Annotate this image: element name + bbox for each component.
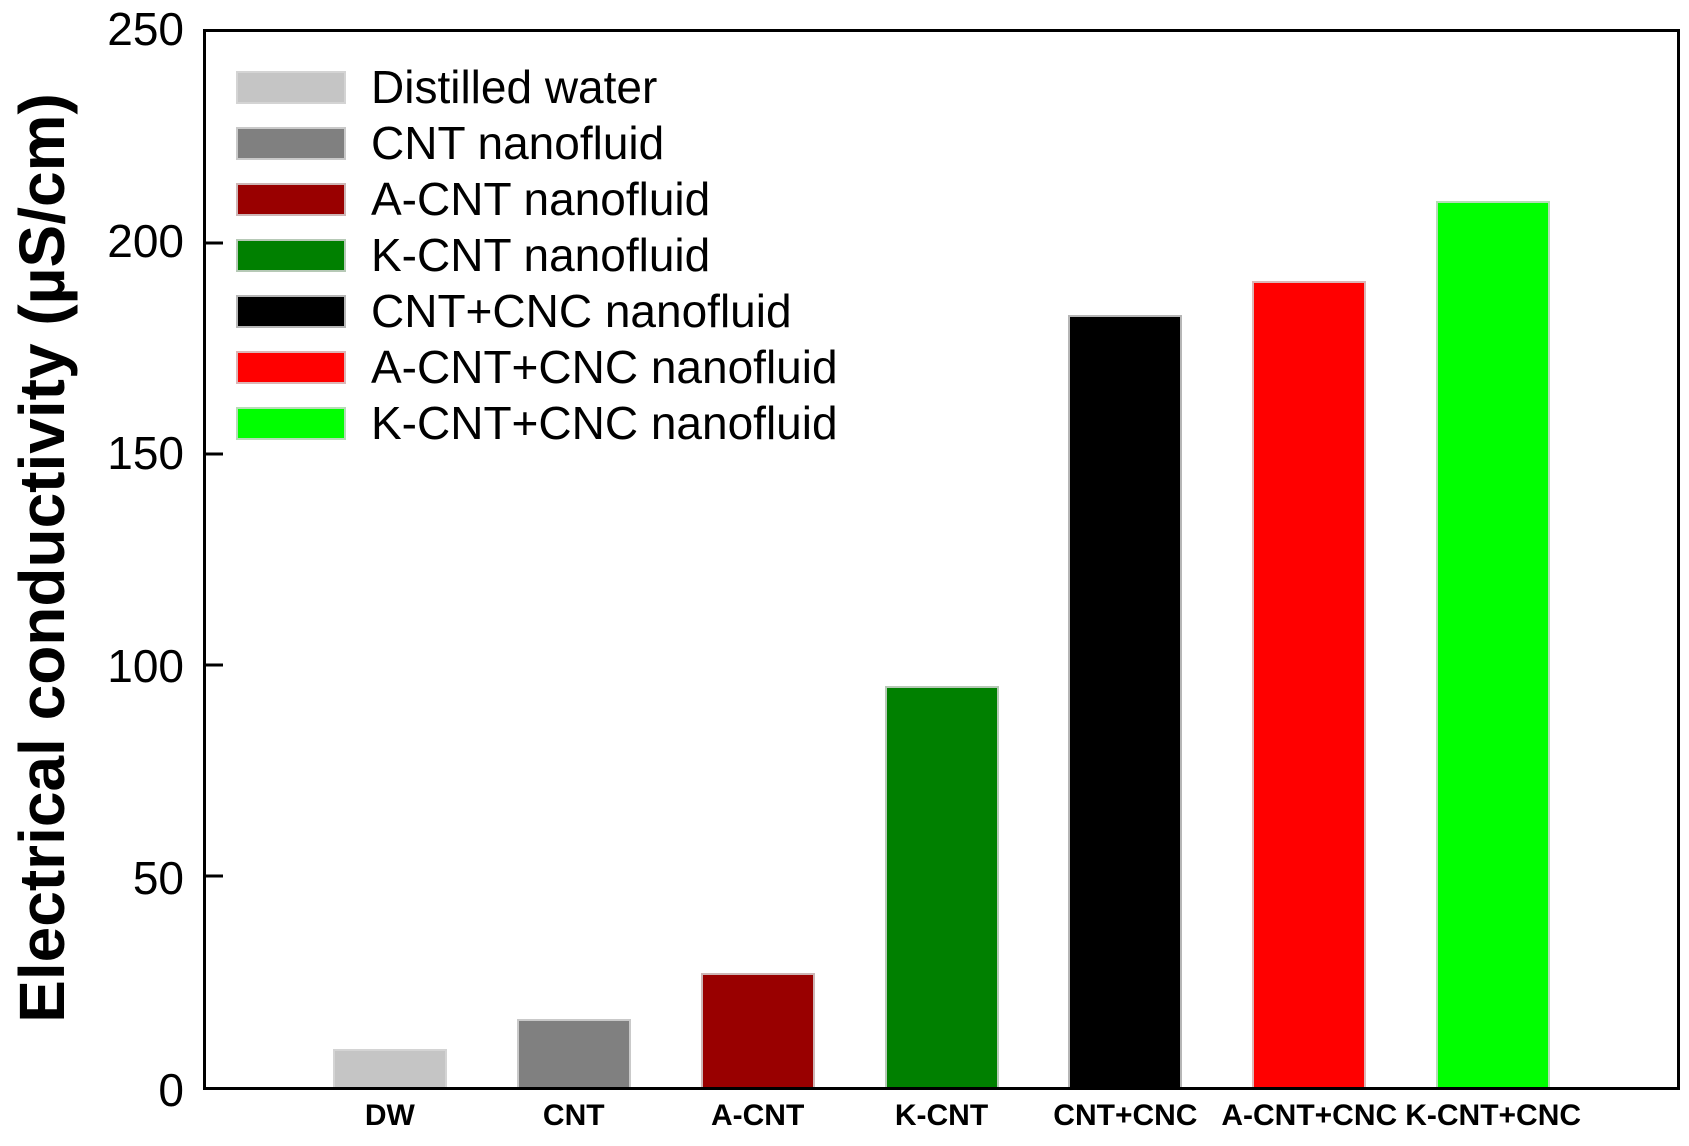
y-tick-mark-150 — [206, 452, 223, 456]
legend-label: A-CNT+CNC nanofluid — [371, 340, 838, 393]
plot-inner: Distilled water CNT nanofluid A-CNT nanofl… — [206, 32, 1677, 1087]
legend: Distilled water CNT nanofluid A-CNT nanofl… — [236, 64, 838, 463]
legend-swatch — [236, 239, 346, 272]
y-axis-tick-labels: 0 50 100 150 200 250 — [0, 6, 192, 1113]
bar-K-CNT — [884, 686, 999, 1087]
legend-swatch — [236, 295, 346, 328]
y-tick-mark-200 — [206, 241, 223, 245]
bar-CNT+CNC — [1068, 314, 1183, 1087]
bar-DW — [332, 1049, 447, 1087]
legend-label: K-CNT nanofluid — [371, 228, 711, 281]
legend-label: CNT nanofluid — [371, 116, 665, 169]
legend-label: Distilled water — [371, 60, 658, 113]
legend-swatch — [236, 71, 346, 104]
legend-row: CNT nanofluid — [236, 120, 838, 166]
legend-row: K-CNT+CNC nanofluid — [236, 400, 838, 446]
x-label-CNT+CNC: CNT+CNC — [1053, 1099, 1198, 1132]
x-label-CNT: CNT — [542, 1099, 605, 1132]
x-label-K-CNT+CNC: K-CNT+CNC — [1405, 1099, 1582, 1132]
legend-swatch — [236, 127, 346, 160]
y-tick-mark-100 — [206, 663, 223, 667]
legend-label: K-CNT+CNC nanofluid — [371, 396, 838, 449]
x-label-A-CNT+CNC: A-CNT+CNC — [1221, 1099, 1398, 1132]
legend-row: CNT+CNC nanofluid — [236, 288, 838, 334]
bar-A-CNT — [700, 973, 815, 1087]
legend-swatch — [236, 183, 346, 216]
legend-row: A-CNT+CNC nanofluid — [236, 344, 838, 390]
legend-label: A-CNT nanofluid — [371, 172, 711, 225]
bar-A-CNT+CNC — [1252, 280, 1367, 1087]
y-tick-label-150: 150 — [107, 427, 184, 480]
legend-swatch — [236, 351, 346, 384]
bar-CNT — [516, 1019, 631, 1087]
y-tick-label-250: 250 — [107, 3, 184, 55]
x-label-DW: DW — [364, 1099, 415, 1132]
y-tick-label-0: 0 — [158, 1064, 184, 1116]
legend-swatch — [236, 407, 346, 440]
x-axis-category-labels: DW CNT A-CNT K-CNT CNT+CNC A-CNT+CNC K-CNT+CNC — [206, 1096, 1677, 1142]
legend-row: K-CNT nanofluid — [236, 232, 838, 278]
x-label-K-CNT: K-CNT — [894, 1099, 989, 1132]
legend-row: A-CNT nanofluid — [236, 176, 838, 222]
y-tick-label-50: 50 — [132, 851, 184, 904]
plot-area: Distilled water CNT nanofluid A-CNT nanofl… — [203, 29, 1680, 1090]
y-tick-label-200: 200 — [107, 215, 184, 268]
x-label-A-CNT: A-CNT — [710, 1099, 805, 1132]
legend-label: CNT+CNC nanofluid — [371, 284, 792, 337]
legend-row: Distilled water — [236, 64, 838, 110]
y-tick-mark-50 — [206, 874, 223, 878]
bar-K-CNT+CNC — [1436, 200, 1551, 1087]
y-tick-label-100: 100 — [107, 639, 184, 692]
